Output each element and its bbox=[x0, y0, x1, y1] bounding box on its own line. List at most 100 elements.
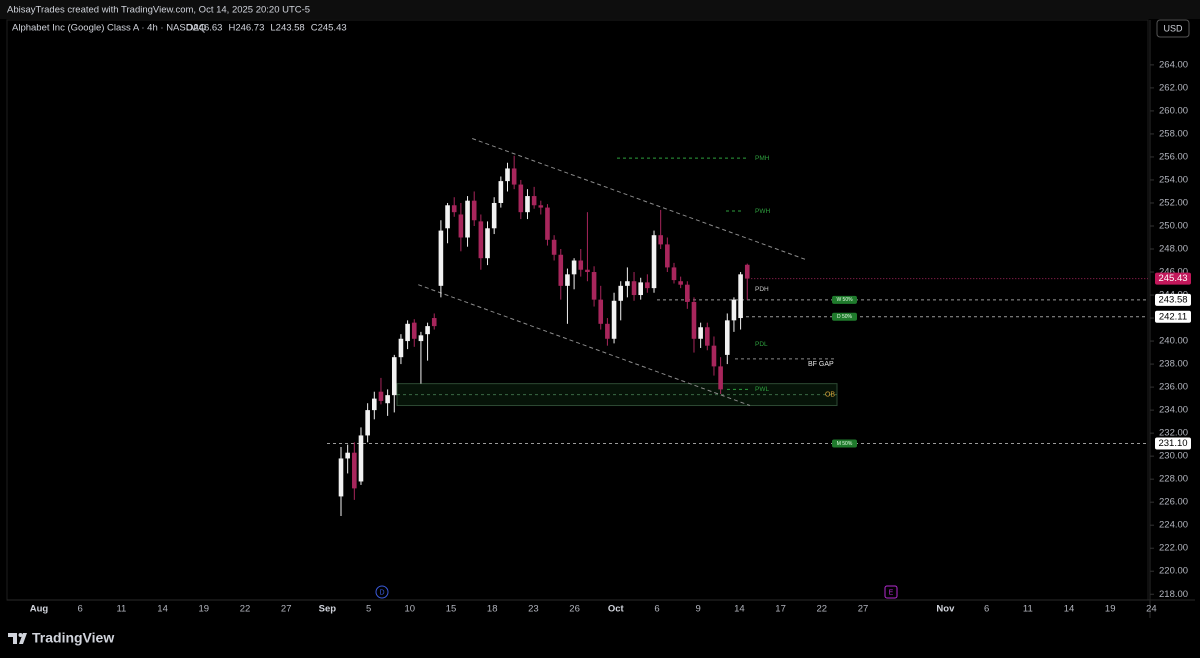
candle-body bbox=[498, 181, 504, 203]
candle bbox=[345, 444, 350, 474]
price-tag bbox=[1155, 437, 1191, 450]
candle-body bbox=[591, 272, 597, 300]
candle bbox=[711, 336, 717, 376]
candle-body bbox=[671, 267, 677, 281]
candle bbox=[678, 276, 683, 289]
y-tick-label: 222.00 bbox=[1159, 543, 1188, 554]
candle-body bbox=[385, 395, 390, 404]
x-tick-label: 6 bbox=[78, 604, 83, 615]
candle bbox=[511, 155, 517, 190]
currency-box[interactable] bbox=[1156, 19, 1190, 38]
x-tick-label: 23 bbox=[528, 604, 539, 615]
candle-body bbox=[698, 327, 703, 339]
y-tick-label: 228.00 bbox=[1159, 474, 1188, 485]
candle bbox=[372, 391, 377, 420]
candle-body bbox=[358, 435, 364, 482]
x-tick-label: 10 bbox=[405, 604, 416, 615]
x-tick-label: 14 bbox=[734, 604, 745, 615]
candle bbox=[558, 249, 564, 300]
y-tick-label: 232.00 bbox=[1159, 428, 1188, 439]
y-tick-label: 226.00 bbox=[1159, 497, 1188, 508]
candle-body bbox=[645, 282, 650, 289]
credit: AbisayTrades created with TradingView.co… bbox=[7, 5, 310, 16]
candle-body bbox=[678, 281, 683, 285]
candle-body bbox=[525, 196, 530, 213]
y-tick-label: 262.00 bbox=[1159, 82, 1188, 93]
candle bbox=[458, 202, 464, 252]
candle bbox=[685, 281, 690, 309]
candle bbox=[391, 354, 397, 413]
candle bbox=[505, 162, 510, 192]
candle-body bbox=[625, 281, 630, 286]
fib-badge-label: W 50% bbox=[836, 297, 853, 303]
candle-body bbox=[425, 326, 430, 335]
y-tick-label: 238.00 bbox=[1159, 359, 1188, 370]
x-tick-label: 18 bbox=[487, 604, 498, 615]
candle-body bbox=[738, 274, 743, 319]
candle bbox=[478, 214, 484, 270]
candle bbox=[705, 322, 710, 351]
x-tick-label: 9 bbox=[696, 604, 701, 615]
event-marker[interactable] bbox=[375, 585, 389, 599]
candle bbox=[498, 176, 504, 208]
x-tick-label: 11 bbox=[1023, 604, 1033, 615]
trendline bbox=[418, 284, 751, 406]
ohlc-value: H246.73 bbox=[228, 23, 264, 34]
y-tick-label: 236.00 bbox=[1159, 382, 1188, 393]
candle bbox=[724, 313, 730, 365]
candle bbox=[538, 200, 544, 215]
candle-body bbox=[505, 168, 510, 182]
candle bbox=[718, 357, 723, 395]
candle-body bbox=[571, 260, 577, 275]
candle-body bbox=[418, 335, 424, 342]
x-tick-label: 26 bbox=[569, 604, 580, 615]
candle-body bbox=[631, 281, 637, 296]
candle-body bbox=[565, 274, 570, 286]
candle-body bbox=[538, 205, 544, 208]
candle bbox=[638, 277, 643, 300]
candle bbox=[671, 262, 677, 284]
y-tick-label: 260.00 bbox=[1159, 105, 1188, 116]
candle bbox=[338, 446, 344, 516]
x-tick-label: 27 bbox=[281, 604, 292, 615]
candle-body bbox=[531, 196, 537, 206]
trendline bbox=[472, 138, 806, 260]
candle bbox=[451, 197, 457, 217]
symbol-title: Alphabet Inc (Google) Class A · 4h · NAS… bbox=[12, 23, 206, 34]
candle bbox=[731, 297, 737, 332]
candle bbox=[651, 230, 657, 293]
candle-body bbox=[558, 254, 564, 286]
level-label: BF GAP bbox=[808, 361, 834, 368]
candle bbox=[631, 272, 637, 301]
candle bbox=[398, 334, 404, 365]
candle bbox=[525, 189, 530, 220]
candle-body bbox=[691, 301, 697, 339]
candle bbox=[605, 318, 610, 346]
candle bbox=[565, 268, 570, 324]
x-tick-label: 5 bbox=[366, 604, 371, 615]
candle-body bbox=[485, 228, 490, 259]
brand-logo bbox=[8, 633, 27, 644]
candle bbox=[365, 403, 370, 443]
x-tick-label: 17 bbox=[775, 604, 786, 615]
fib-badge bbox=[832, 295, 857, 304]
candle-body bbox=[711, 345, 717, 367]
x-tick-label: 27 bbox=[858, 604, 869, 615]
candle-body bbox=[478, 221, 484, 259]
currency[interactable]: USD bbox=[1163, 23, 1183, 33]
candle-body bbox=[372, 398, 377, 411]
x-tick-label: Nov bbox=[936, 604, 955, 615]
candle bbox=[438, 220, 444, 298]
candle bbox=[471, 191, 477, 226]
brand: TradingView bbox=[32, 630, 114, 646]
level-label: PWL bbox=[755, 386, 769, 393]
candle bbox=[411, 319, 417, 347]
candle bbox=[611, 292, 617, 344]
y-tick-label: 230.00 bbox=[1159, 451, 1188, 462]
y-tick-label: 240.00 bbox=[1159, 336, 1188, 347]
price-tag bbox=[1155, 293, 1191, 306]
candle bbox=[358, 427, 364, 485]
candle bbox=[431, 313, 437, 330]
candle bbox=[578, 249, 584, 277]
